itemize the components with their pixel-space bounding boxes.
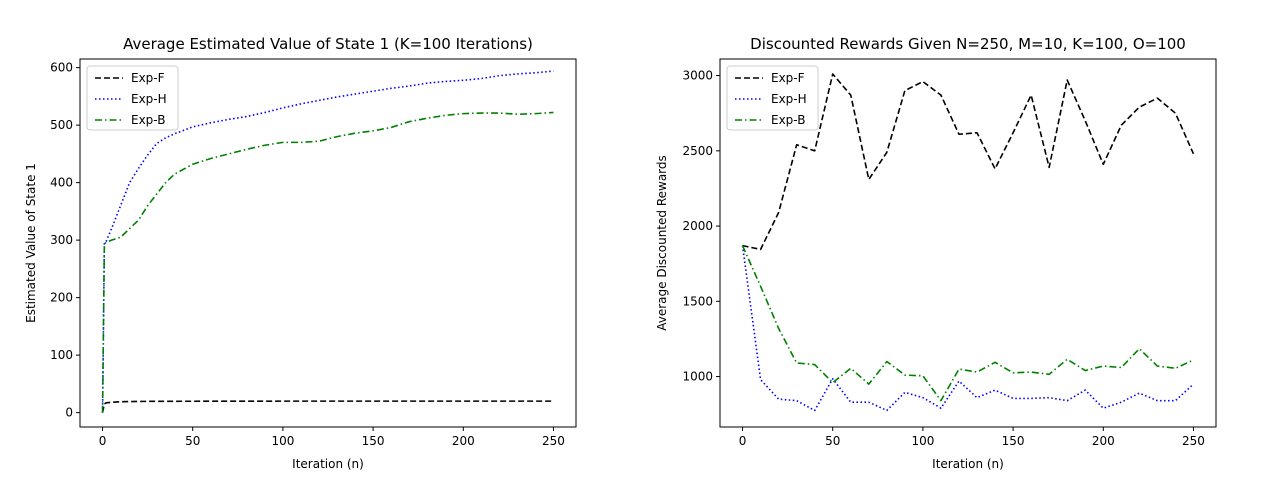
y-tick-label: 500: [50, 118, 73, 132]
y-tick-label: 200: [50, 291, 73, 305]
legend-label: Exp-H: [131, 92, 167, 106]
x-tick-label: 250: [1182, 434, 1205, 448]
legend-label: Exp-F: [771, 71, 805, 85]
y-axis-label: Estimated Value of State 1: [24, 163, 38, 323]
series-line-exp-f: [742, 73, 1195, 251]
legend: Exp-F Exp-H Exp-B: [86, 65, 179, 131]
legend-label: Exp-H: [771, 92, 807, 106]
series-line-exp-h: [741, 245, 1194, 412]
y-tick-label: 2500: [682, 144, 713, 158]
x-tick-label: 0: [739, 434, 747, 448]
x-tick-label: 150: [362, 434, 385, 448]
legend-label: Exp-F: [131, 71, 165, 85]
y-tick-label: 1500: [682, 294, 713, 308]
series-line-exp-b: [101, 111, 554, 413]
series-line-exp-f: [101, 400, 554, 413]
plot-lines: [101, 70, 554, 413]
y-tick-label: 3000: [682, 69, 713, 83]
chart-title: Discounted Rewards Given N=250, M=10, K=…: [750, 35, 1186, 53]
legend-label: Exp-B: [771, 113, 805, 127]
y-tick-label: 0: [65, 406, 73, 420]
y-tick-label: 600: [50, 61, 73, 75]
y-tick-label: 1000: [682, 370, 713, 384]
x-tick-label: 150: [1002, 434, 1025, 448]
y-tick-label: 100: [50, 348, 73, 362]
x-tick-label: 250: [542, 434, 565, 448]
x-tick-label: 100: [911, 434, 934, 448]
x-tick-label: 50: [185, 434, 200, 448]
x-tick-label: 200: [1092, 434, 1115, 448]
x-tick-label: 100: [271, 434, 294, 448]
y-tick-label: 400: [50, 176, 73, 190]
x-tick-label: 200: [452, 434, 475, 448]
x-axis-label: Iteration (n): [292, 457, 364, 471]
chart-2: Discounted Rewards Given N=250, M=10, K=…: [655, 35, 1217, 471]
legend-label: Exp-B: [131, 113, 165, 127]
legend: Exp-F Exp-H Exp-B: [726, 65, 819, 131]
legend-box: [726, 65, 819, 131]
series-line-exp-b: [741, 245, 1194, 402]
chart-title: Average Estimated Value of State 1 (K=10…: [123, 35, 533, 53]
y-tick-label: 2000: [682, 219, 713, 233]
plot-frame: [719, 58, 1217, 428]
x-axis-label: Iteration (n): [932, 457, 1004, 471]
y-axis-label: Average Discounted Rewards: [655, 155, 669, 331]
legend-box: [86, 65, 179, 131]
y-tick-label: 300: [50, 233, 73, 247]
x-tick-label: 0: [99, 434, 107, 448]
plot-frame: [79, 58, 577, 428]
chart-1: Average Estimated Value of State 1 (K=10…: [24, 35, 577, 471]
plot-lines: [741, 73, 1195, 412]
x-tick-label: 50: [825, 434, 840, 448]
